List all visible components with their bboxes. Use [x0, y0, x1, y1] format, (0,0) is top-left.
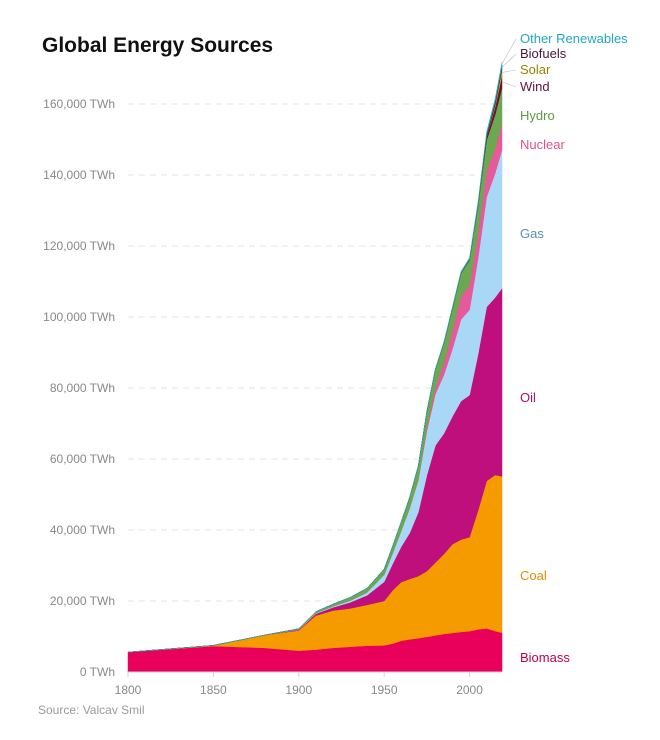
y-tick-label: 20,000 TWh — [50, 594, 115, 608]
y-tick-label: 100,000 TWh — [43, 310, 115, 324]
series-label-gas: Gas — [520, 226, 544, 241]
y-tick-label: 80,000 TWh — [50, 381, 115, 395]
series-labels: Biomass Coal Oil Gas Nuclear Hydro Wind SolarBi… — [501, 31, 628, 665]
x-tick-label: 1950 — [371, 683, 398, 697]
label-leader-line — [501, 38, 517, 65]
label-leader-line — [501, 81, 517, 88]
x-tick-label: 1800 — [115, 683, 142, 697]
y-tick-label: 160,000 TWh — [43, 97, 115, 111]
chart-title: Global Energy Sources — [42, 34, 274, 57]
source-note: Source: Valcav Smil — [38, 703, 145, 717]
series-label-wind: Wind — [520, 79, 550, 94]
x-tick-label: 1850 — [200, 683, 227, 697]
x-tick-label: 1900 — [285, 683, 312, 697]
series-label-oil: Oil — [520, 390, 536, 405]
series-label-hydro: Hydro — [520, 108, 555, 123]
y-tick-label: 60,000 TWh — [50, 452, 115, 466]
y-tick-label: 40,000 TWh — [50, 523, 115, 537]
y-tick-label: 0 TWh — [80, 665, 115, 679]
y-tick-label: 140,000 TWh — [43, 168, 115, 182]
x-tick-label: 2000 — [456, 683, 483, 697]
x-axis-ticks: 1800 1850 1900 1950 2000 — [115, 672, 483, 697]
series-label-solar: Solar — [520, 62, 551, 77]
series-label-coal: Coal — [520, 568, 547, 583]
y-tick-label: 120,000 TWh — [43, 239, 115, 253]
area-series-group — [127, 62, 503, 673]
label-leader-line — [501, 69, 517, 73]
series-label-other-renewables: Other Renewables — [520, 31, 628, 46]
series-label-biomass: Biomass — [520, 650, 570, 665]
label-leader-line — [501, 53, 517, 68]
y-axis-ticks: 0 TWh 20,000 TWh 40,000 TWh 60,000 TWh 80,00… — [43, 97, 115, 679]
series-label-biofuels: Biofuels — [520, 46, 567, 61]
series-label-nuclear: Nuclear — [520, 137, 565, 152]
